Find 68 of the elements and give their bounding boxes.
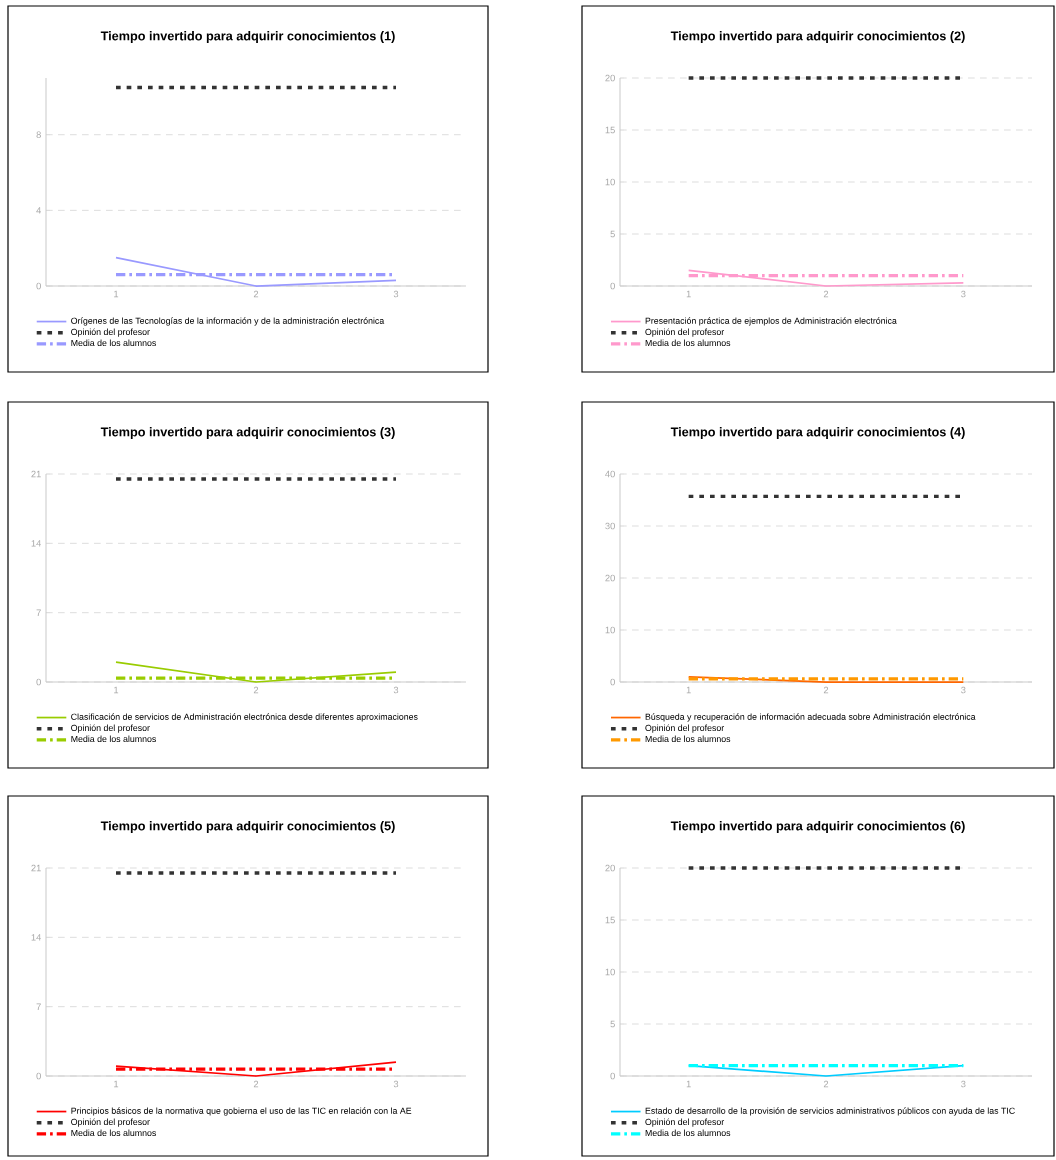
legend-label: Media de los alumnos	[71, 339, 156, 347]
chart-title: Tiempo invertido para adquirir conocimientos (2)	[670, 31, 965, 43]
legend-label: Opinión del profesor	[71, 328, 150, 337]
y-tick-label: 5	[610, 1020, 615, 1028]
y-tick-label: 8	[36, 131, 41, 139]
x-tick-label: 3	[961, 1080, 966, 1088]
x-tick-label: 3	[961, 686, 966, 694]
legend-label: Media de los alumnos	[645, 339, 731, 347]
y-tick-label: 0	[610, 678, 615, 686]
legend-label: Opinión del profesor	[645, 328, 725, 337]
y-tick-label: 5	[610, 230, 615, 238]
y-tick-label: 10	[605, 968, 615, 976]
x-tick-label: 3	[393, 1080, 399, 1088]
legend-label: Opinión del profesor	[71, 1118, 150, 1127]
legend-label: Opinión del profesor	[71, 724, 150, 733]
legend-label: Presentación práctica de ejemplos de Administración electrónica	[645, 317, 897, 326]
y-tick-label: 15	[605, 916, 615, 924]
legend-label: Media de los alumnos	[645, 1129, 731, 1137]
chart-title: Tiempo invertido para adquirir conocimientos (1)	[100, 31, 395, 43]
y-tick-label: 0	[610, 282, 615, 290]
legend-label: Media de los alumnos	[71, 1129, 156, 1137]
y-tick-label: 0	[610, 1072, 615, 1080]
y-tick-label: 7	[36, 609, 41, 616]
legend-label: Opinión del profesor	[645, 724, 725, 733]
x-tick-label: 2	[253, 686, 259, 694]
y-tick-label: 15	[605, 126, 615, 134]
x-tick-label: 3	[961, 290, 966, 298]
legend-label: Clasificación de servicios de Administración electrónica desde diferentes aproximaciones	[71, 713, 418, 722]
y-tick-label: 14	[31, 540, 42, 547]
legend-label: Media de los alumnos	[645, 735, 731, 743]
y-tick-label: 10	[605, 178, 615, 186]
y-tick-label: 30	[605, 522, 615, 530]
legend-label: Orígenes de las Tecnologías de la información y de la administración electrónica	[71, 317, 385, 326]
y-tick-label: 10	[605, 626, 615, 634]
legend-label: Media de los alumnos	[71, 735, 156, 743]
x-tick-label: 2	[823, 290, 829, 298]
x-tick-label: 3	[393, 686, 399, 694]
y-tick-label: 14	[31, 934, 42, 941]
x-tick-label: 1	[686, 290, 691, 298]
y-tick-label: 20	[605, 864, 615, 872]
x-tick-label: 1	[114, 686, 119, 694]
chart-title: Tiempo invertido para adquirir conocimientos (5)	[100, 821, 395, 833]
x-tick-label: 1	[686, 686, 691, 694]
x-tick-label: 3	[393, 290, 399, 298]
y-tick-label: 20	[605, 74, 615, 82]
y-tick-label: 0	[36, 282, 41, 290]
legend-label: Principios básicos de la normativa que gobierna el uso de las TIC en relación con la AE	[71, 1107, 412, 1116]
x-tick-label: 2	[253, 290, 259, 298]
x-tick-label: 1	[114, 1080, 119, 1088]
y-tick-label: 0	[36, 1072, 41, 1080]
y-tick-label: 0	[36, 678, 41, 686]
x-tick-label: 2	[823, 1080, 829, 1088]
y-tick-label: 21	[31, 470, 41, 478]
x-tick-label: 2	[253, 1080, 259, 1088]
x-tick-label: 2	[823, 686, 829, 694]
legend-label: Opinión del profesor	[645, 1118, 725, 1127]
chart-title: Tiempo invertido para adquirir conocimientos (6)	[670, 821, 965, 833]
chart-title: Tiempo invertido para adquirir conocimientos (4)	[670, 427, 965, 439]
chart-title: Tiempo invertido para adquirir conocimientos (3)	[100, 427, 395, 439]
y-tick-label: 20	[605, 574, 615, 582]
legend-label: Estado de desarrollo de la provisión de servicios administrativos públicos con ayuda de las TIC	[645, 1107, 1015, 1116]
legend-label: Búsqueda y recuperación de información adecuada sobre Administración electrónica	[645, 713, 976, 722]
y-tick-label: 21	[31, 864, 41, 872]
y-tick-label: 7	[36, 1003, 41, 1010]
y-tick-label: 4	[36, 207, 42, 214]
x-tick-label: 1	[686, 1080, 691, 1088]
x-tick-label: 1	[114, 290, 119, 298]
y-tick-label: 40	[605, 470, 615, 478]
